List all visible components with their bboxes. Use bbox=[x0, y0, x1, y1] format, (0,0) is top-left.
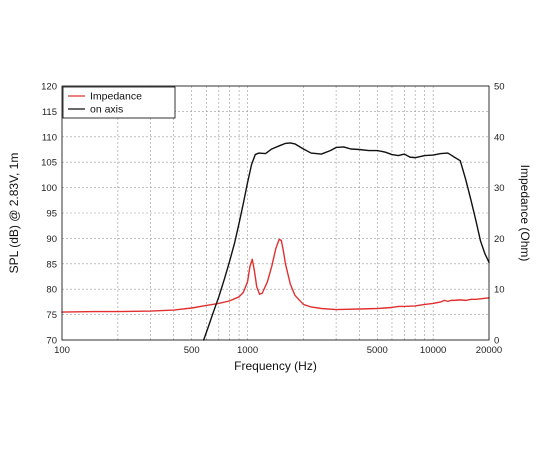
y-tick-label-right: 0 bbox=[494, 336, 499, 347]
y-axis-title-left: SPL (dB) @ 2.83V, 1m bbox=[7, 153, 21, 274]
y-tick-label-left: 110 bbox=[42, 132, 57, 143]
legend-label-impedance: Impedance bbox=[90, 91, 142, 103]
legend-box bbox=[62, 86, 176, 119]
x-tick-label: 1000 bbox=[237, 345, 258, 356]
series-layer bbox=[61, 142, 490, 341]
y-tick-label-left: 90 bbox=[46, 234, 57, 245]
y-tick-label-left: 70 bbox=[46, 336, 57, 347]
y-axis-title-right: Impedance (Ohm) bbox=[518, 165, 532, 262]
series-line-impedance bbox=[61, 238, 490, 313]
legend-label-on-axis: on axis bbox=[90, 104, 123, 116]
y-tick-label-right: 30 bbox=[494, 183, 505, 194]
x-axis-title: Frequency (Hz) bbox=[234, 359, 317, 373]
y-tick-label-right: 40 bbox=[494, 132, 505, 143]
y-tick-label-left: 115 bbox=[42, 107, 57, 118]
grid bbox=[62, 86, 489, 340]
y-tick-label-left: 100 bbox=[41, 183, 57, 194]
y-tick-label-left: 80 bbox=[46, 285, 57, 296]
y-tick-label-left: 85 bbox=[46, 259, 57, 270]
y-tick-label-left: 75 bbox=[46, 310, 57, 321]
x-tick-label: 5000 bbox=[367, 345, 388, 356]
x-tick-label: 10000 bbox=[420, 345, 446, 356]
x-tick-label: 100 bbox=[54, 345, 70, 356]
x-tick-label: 500 bbox=[184, 345, 200, 356]
y-tick-label-left: 95 bbox=[46, 209, 57, 220]
legend: Impedance on axis bbox=[62, 86, 176, 119]
y-tick-label-right: 50 bbox=[494, 82, 505, 93]
x-tick-label: 20000 bbox=[476, 345, 502, 356]
y-tick-label-right: 20 bbox=[494, 234, 505, 245]
plot-frame bbox=[61, 85, 490, 341]
tick-labels: 100 500 1000 5000 10000 200007075808590951001… bbox=[41, 82, 504, 357]
y-tick-label-left: 105 bbox=[41, 158, 57, 169]
y-tick-label-right: 10 bbox=[494, 285, 505, 296]
y-tick-label-left: 120 bbox=[41, 82, 57, 93]
series-line-on-axis bbox=[202, 142, 490, 341]
